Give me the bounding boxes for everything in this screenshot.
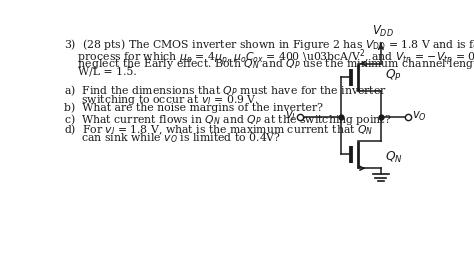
Text: c)  What current flows in $Q_N$ and $Q_P$ at the switching point?: c) What current flows in $Q_N$ and $Q_P$… (64, 112, 392, 127)
Text: a)  Find the dimensions that $Q_P$ must have for the inverter: a) Find the dimensions that $Q_P$ must h… (64, 83, 387, 98)
Text: neglect the Early effect. Both $Q_N$ and $Q_P$ use the minimum channel length al: neglect the Early effect. Both $Q_N$ and… (64, 57, 474, 71)
Text: process for which $\mu_n$ = 4$\mu_p$, $\mu_o C_{ox}$ = 400 \u03bcA/V$^2$, and $V: process for which $\mu_n$ = 4$\mu_p$, $\… (64, 47, 474, 68)
Text: 3)  (28 pts) The CMOS inverter shown in Figure 2 has $V_{\mathrm{DD}}$ = 1.8 V a: 3) (28 pts) The CMOS inverter shown in F… (64, 37, 474, 52)
Text: can sink while $v_O$ is limited to 0.4V?: can sink while $v_O$ is limited to 0.4V? (64, 132, 281, 146)
Text: $Q_P$: $Q_P$ (385, 68, 401, 83)
Text: $Q_N$: $Q_N$ (385, 150, 402, 165)
Text: $V_{DD}$: $V_{DD}$ (372, 24, 393, 39)
Text: $v_O$: $v_O$ (412, 110, 427, 123)
Text: $v_I$: $v_I$ (285, 110, 296, 123)
Text: b)  What are the noise margins of the inverter?: b) What are the noise margins of the inv… (64, 103, 323, 113)
Text: switching to occur at $v_I$ = 0.9 V.: switching to occur at $v_I$ = 0.9 V. (64, 93, 259, 107)
Text: d)  For $v_I$ = 1.8 V, what is the maximum current that $Q_N$: d) For $v_I$ = 1.8 V, what is the maximu… (64, 122, 374, 137)
Text: W/L = 1.5.: W/L = 1.5. (64, 66, 137, 76)
